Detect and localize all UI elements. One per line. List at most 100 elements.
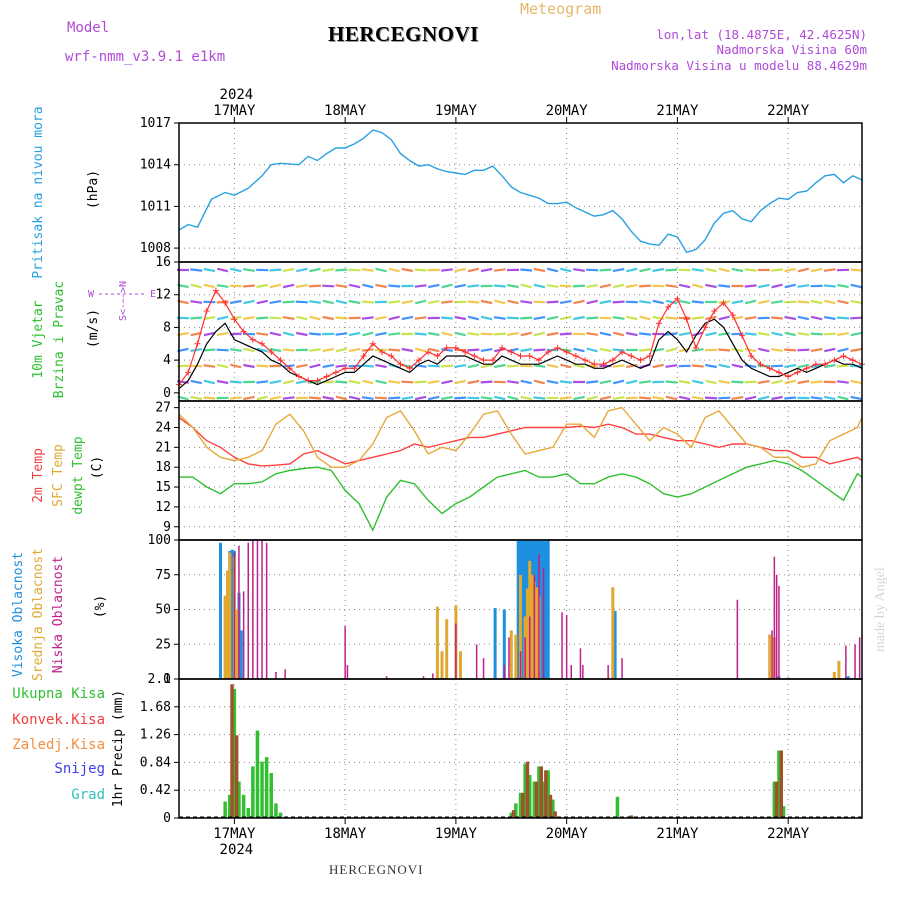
bar-precipitation-0 bbox=[251, 766, 255, 818]
bar-clouds-2 bbox=[252, 540, 254, 679]
wind-arrow bbox=[493, 284, 506, 288]
bar-clouds-1 bbox=[440, 651, 444, 679]
gust-marker bbox=[775, 369, 782, 376]
wind-arrow bbox=[744, 347, 757, 353]
wind-arrow bbox=[612, 283, 625, 289]
gust-marker bbox=[268, 348, 275, 355]
bar-clouds-2 bbox=[455, 623, 457, 679]
wind-arrow bbox=[441, 268, 453, 272]
precip-legend-4: Grad bbox=[71, 787, 105, 803]
wind-arrow bbox=[533, 364, 546, 368]
wind-arrow bbox=[269, 331, 282, 337]
bar-precipitation-0 bbox=[228, 794, 232, 818]
bar-precipitation-0 bbox=[781, 806, 786, 818]
bar-clouds-1 bbox=[223, 595, 227, 679]
wind-arrow bbox=[784, 315, 797, 321]
wind-arrow bbox=[480, 332, 493, 336]
gust-marker bbox=[692, 344, 699, 351]
bar-precipitation-0 bbox=[255, 730, 260, 818]
gust-marker bbox=[332, 369, 339, 376]
wind-arrow bbox=[850, 300, 863, 304]
wind-arrow bbox=[203, 283, 216, 289]
wind-arrow bbox=[718, 396, 731, 400]
wind-arrow bbox=[506, 316, 520, 320]
ylabel-temp-1: SFC Temp bbox=[51, 444, 66, 507]
wind-arrow bbox=[243, 363, 255, 369]
wind-arrow bbox=[560, 267, 572, 273]
wind-arrow bbox=[638, 348, 652, 352]
gust-marker bbox=[720, 299, 727, 306]
wind-arrow bbox=[507, 364, 519, 368]
wind-arrow bbox=[361, 268, 374, 272]
wind-arrow bbox=[560, 315, 572, 321]
wind-arrow bbox=[705, 283, 717, 289]
wind-arrow bbox=[362, 379, 374, 385]
bar-clouds-2 bbox=[238, 545, 240, 679]
bar-clouds-2 bbox=[579, 648, 582, 679]
y-tick-label: 4 bbox=[163, 353, 171, 368]
wind-arrow bbox=[824, 363, 836, 369]
wind-arrow bbox=[573, 268, 585, 272]
wind-arrow bbox=[639, 380, 651, 384]
series-line-temperature-0 bbox=[178, 416, 863, 467]
wind-arrow bbox=[559, 300, 572, 304]
y-tick-label: 1.68 bbox=[140, 700, 171, 715]
wind-arrow bbox=[758, 299, 770, 305]
time-label-bottom: 18MAY bbox=[324, 826, 367, 842]
wind-arrow bbox=[850, 379, 863, 385]
bar-clouds-0 bbox=[846, 676, 850, 679]
time-label-top: 17MAY bbox=[213, 103, 256, 119]
wind-arrow bbox=[414, 380, 427, 384]
wind-arrow bbox=[784, 331, 796, 337]
wind-arrow bbox=[533, 316, 546, 320]
wind-arrow bbox=[467, 363, 480, 369]
wind-arrow bbox=[427, 283, 440, 289]
bar-clouds-2 bbox=[242, 591, 245, 679]
wind-arrow bbox=[362, 331, 374, 337]
bar-precipitation-1 bbox=[629, 815, 633, 818]
wind-arrow bbox=[230, 363, 242, 369]
bar-precipitation-0 bbox=[541, 781, 546, 818]
bar-clouds-1 bbox=[509, 630, 513, 679]
wind-arrow bbox=[837, 283, 849, 289]
wind-arrow bbox=[454, 364, 467, 368]
bar-clouds-1 bbox=[514, 634, 518, 679]
wind-arrow bbox=[414, 299, 427, 305]
wind-arrow bbox=[269, 316, 282, 320]
wind-arrow bbox=[216, 348, 229, 352]
time-label-bottom: 17MAY bbox=[213, 826, 256, 842]
wind-arrow bbox=[665, 299, 678, 305]
wind-arrow bbox=[797, 300, 810, 304]
bar-clouds-2 bbox=[475, 644, 478, 680]
wind-arrow bbox=[348, 395, 361, 401]
wind-arrow bbox=[480, 380, 493, 384]
gust-marker bbox=[295, 373, 302, 380]
y-tick-label: 9 bbox=[163, 520, 171, 535]
y-tick-label: 1008 bbox=[140, 241, 171, 256]
bar-precipitation-0 bbox=[241, 794, 246, 818]
wind-arrow bbox=[507, 299, 519, 305]
wind-arrow bbox=[454, 283, 467, 289]
panel-frame-temperature bbox=[178, 400, 863, 541]
wind-arrow bbox=[744, 380, 757, 384]
wind-arrow bbox=[520, 395, 533, 401]
gust-marker bbox=[259, 340, 266, 347]
bar-clouds-0 bbox=[493, 608, 497, 679]
wind-arrow bbox=[533, 396, 546, 400]
bar-clouds-1 bbox=[519, 574, 522, 680]
bar-clouds-2 bbox=[854, 644, 856, 680]
lonlat-label: lon,lat (18.4875E, 42.4625N) bbox=[656, 27, 867, 42]
bar-clouds-2 bbox=[508, 637, 510, 679]
wind-arrow bbox=[203, 379, 216, 385]
wind-arrow bbox=[203, 348, 216, 352]
y-tick-label: 0 bbox=[163, 672, 171, 687]
bar-clouds-2 bbox=[561, 612, 563, 679]
wind-arrow bbox=[454, 267, 467, 273]
bar-clouds-2 bbox=[385, 676, 388, 679]
wind-arrow bbox=[731, 380, 744, 384]
wind-arrow bbox=[256, 316, 269, 320]
wind-arrow bbox=[348, 268, 361, 272]
wind-arrow bbox=[335, 395, 348, 401]
wind-arrow bbox=[850, 283, 862, 289]
